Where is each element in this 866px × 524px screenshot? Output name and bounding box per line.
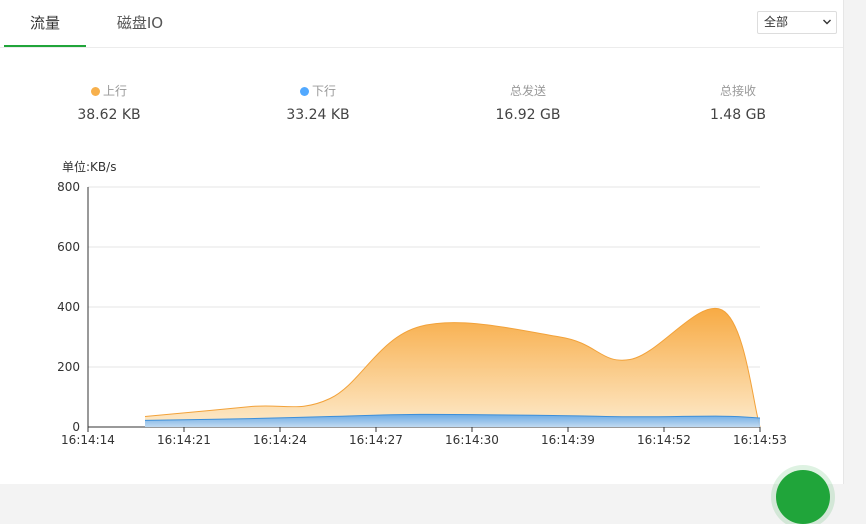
- upload-dot-icon: [90, 87, 100, 96]
- tab-traffic[interactable]: 流量: [4, 0, 86, 47]
- x-tick-label: 16:14:21: [157, 433, 211, 447]
- series-line-1: [144, 413, 761, 421]
- traffic-chart: 0 200 400 600 800 16:14:14 16:14:21 16:14:24 16:…: [57, 180, 787, 447]
- series-line-0: [144, 307, 761, 428]
- floating-action-button[interactable]: [776, 470, 830, 524]
- stat-total-received-value: 1.48 GB: [709, 107, 767, 123]
- filter-selected-label: 全部: [764, 15, 789, 29]
- y-tick-label: 800: [57, 180, 80, 194]
- x-tick-label: 16:14:53: [733, 433, 787, 447]
- tab-disk-io[interactable]: 磁盘IO: [116, 14, 164, 32]
- stat-total-sent-label: 总发送: [509, 84, 546, 98]
- filter-select[interactable]: 全部: [757, 11, 837, 34]
- stat-upload-label: 上行: [102, 84, 127, 98]
- x-tick-label: 16:14:27: [349, 433, 403, 447]
- x-tick-label: 16:14:14: [61, 433, 115, 447]
- y-tick-label: 600: [57, 240, 80, 254]
- stat-total-sent: 总发送 16.92 GB: [458, 82, 598, 123]
- download-dot-icon: [299, 87, 309, 96]
- stat-total-received-label: 总接收: [719, 84, 756, 98]
- y-tick-label: 0: [72, 420, 80, 434]
- y-tick-label: 200: [57, 360, 80, 374]
- stat-upload-value: 38.62 KB: [77, 107, 141, 123]
- stat-total-received: 总接收 1.48 GB: [668, 82, 808, 123]
- x-tick-label: 16:14:30: [445, 433, 499, 447]
- chart-unit-label: 单位:KB/s: [62, 160, 117, 174]
- stat-download-label: 下行: [311, 84, 336, 98]
- tab-bar: 流量 磁盘IO: [0, 0, 843, 48]
- stat-total-sent-value: 16.92 GB: [495, 107, 561, 123]
- stat-download: 下行 33.24 KB: [248, 82, 388, 123]
- y-tick-label: 400: [57, 300, 80, 314]
- panel: 流量 磁盘IO 全部 上行 38.62 KB 下行 33.24 KB 总发送 1…: [0, 0, 844, 484]
- x-tick-label: 16:14:24: [253, 433, 307, 447]
- x-tick-label: 16:14:39: [541, 433, 595, 447]
- series-area-0: [145, 308, 760, 427]
- stat-download-value: 33.24 KB: [286, 107, 350, 123]
- chevron-down-icon: [823, 19, 831, 25]
- x-tick-label: 16:14:52: [637, 433, 691, 447]
- stat-upload: 上行 38.62 KB: [39, 82, 179, 123]
